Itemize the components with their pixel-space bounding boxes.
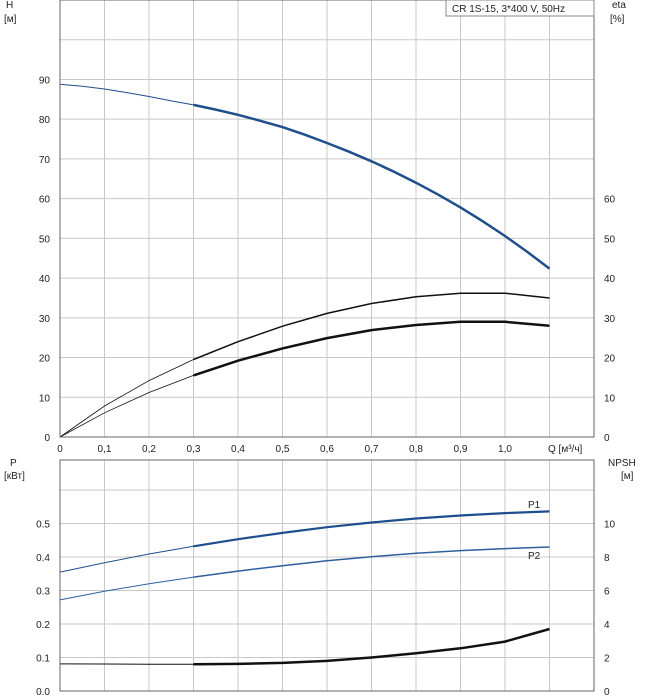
series-label-p1: P1 (528, 500, 541, 511)
y-axis-unit-eta: [%] (610, 14, 625, 25)
npsh-curve (193, 627, 550, 666)
y-tick-label-p: 0.3 (36, 587, 50, 598)
plot-frame-bottom (59, 459, 595, 692)
x-tick-label: 0 (57, 444, 63, 455)
x-tick-label: 0,3 (187, 444, 201, 455)
y-tick-label-p: 0.2 (36, 620, 50, 631)
y-tick-label-eta: 30 (604, 314, 616, 325)
head-curve-extrapolated (59, 83, 194, 106)
y-tick-label-h: 60 (39, 195, 51, 206)
x-tick-label: 0,2 (142, 444, 156, 455)
y-tick-label-p: 0.1 (36, 654, 50, 665)
efficiency-curve-inner-extrapolated (59, 375, 194, 438)
y-tick-label-eta: 60 (604, 195, 616, 206)
y-tick-label-npsh: 0 (604, 687, 610, 698)
y-axis-label-p: P (10, 458, 17, 469)
y-axis-label-eta: eta (612, 0, 626, 11)
y-tick-label-h: 80 (39, 115, 51, 126)
y-axis-label-npsh: NPSH (608, 458, 636, 469)
y-tick-label-p: 0.5 (36, 520, 50, 531)
y-tick-label-npsh: 2 (604, 654, 610, 665)
y-axis-unit-h: [м] (4, 14, 17, 25)
legend-box-text: CR 1S-15, 3*400 V, 50Hz (452, 4, 565, 15)
y-tick-label-npsh: 8 (604, 553, 610, 564)
x-tick-label: 0,5 (276, 444, 290, 455)
efficiency-curve-inner (193, 320, 550, 377)
p1-curve (193, 510, 550, 548)
y-tick-label-h: 30 (39, 314, 51, 325)
x-axis-label-q: Q [м³/ч] (548, 444, 583, 455)
y-axis-unit-npsh: [м] (621, 471, 634, 482)
x-tick-label: 0,7 (365, 444, 379, 455)
y-tick-label-h: 70 (39, 155, 51, 166)
head-curve (193, 103, 551, 270)
y-tick-label-eta: 50 (604, 234, 616, 245)
y-tick-label-p: 0.0 (36, 687, 50, 698)
y-tick-label-npsh: 6 (604, 587, 610, 598)
y-tick-label-h: 20 (39, 354, 51, 365)
legend-box (445, 0, 595, 17)
x-tick-label: 0,6 (320, 444, 334, 455)
y-tick-label-h: 40 (39, 274, 51, 285)
axes (59, 0, 595, 692)
x-tick-label: 1,0 (498, 444, 512, 455)
y-tick-label-p: 0.4 (36, 553, 50, 564)
p2-curve-extrapolated (59, 576, 194, 601)
y-axis-unit-p: [кВт] (4, 471, 25, 482)
axis-labels: 0 0,1 0,2 0,3 0,4 0,5 0,6 0,7 0,8 0,9 1,0010203040… (36, 75, 615, 698)
y-tick-label-h: 0 (44, 433, 50, 444)
p2-curve (193, 546, 550, 578)
x-tick-label: 0,8 (409, 444, 423, 455)
efficiency-curve-outer-extrapolated (59, 359, 194, 438)
y-tick-label-eta: 40 (604, 274, 616, 285)
y-tick-label-h: 90 (39, 75, 51, 86)
y-tick-label-eta: 10 (604, 393, 616, 404)
x-tick-label: 0,4 (231, 444, 245, 455)
p1-curve-extrapolated (59, 545, 194, 573)
y-tick-label-eta: 0 (604, 433, 610, 444)
y-tick-label-npsh: 10 (604, 520, 616, 531)
curves (59, 83, 551, 666)
x-tick-label: 0,1 (98, 444, 112, 455)
y-tick-label-h: 10 (39, 393, 51, 404)
x-tick-label: 0,9 (454, 444, 468, 455)
y-tick-label-eta: 20 (604, 354, 616, 365)
efficiency-curve-outer (193, 292, 550, 361)
series-label-p2: P2 (528, 551, 541, 562)
plot-frame-top (59, 0, 595, 438)
grid-lines (59, 0, 595, 692)
y-tick-label-h: 50 (39, 234, 51, 245)
y-tick-label-npsh: 4 (604, 620, 610, 631)
y-axis-label-h: H (6, 0, 13, 11)
